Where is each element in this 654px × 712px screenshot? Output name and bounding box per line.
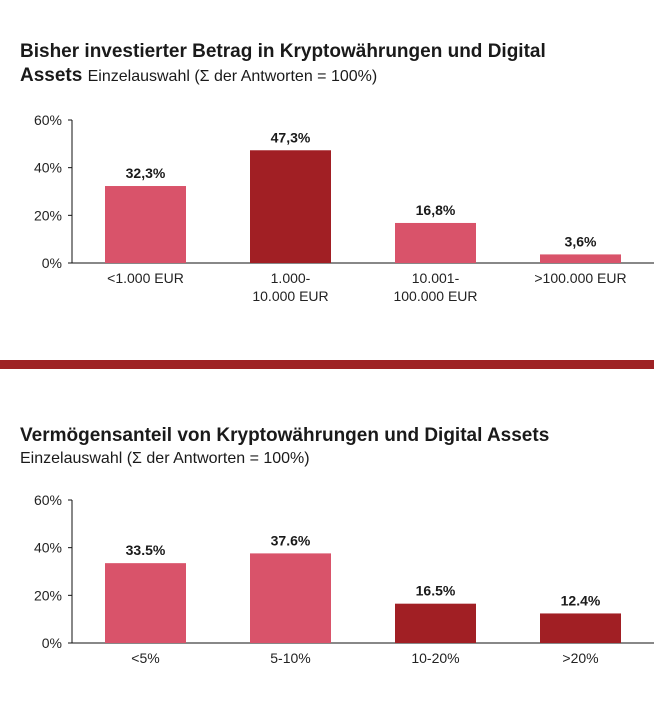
chart2-y-tick-label: 60%	[34, 492, 62, 508]
chart1-value-label: 32,3%	[126, 165, 166, 181]
chart1-category-label: >100.000 EUR	[534, 270, 626, 286]
chart1-value-label: 16,8%	[416, 202, 456, 218]
chart2-y-tick-label: 40%	[34, 540, 62, 556]
chart1-category-label: 10.000 EUR	[252, 288, 328, 304]
chart1-y-tick-label: 20%	[34, 207, 62, 223]
chart1-value-label: 3,6%	[565, 233, 597, 249]
chart1-bar	[540, 254, 621, 263]
chart2-category-label: 5-10%	[270, 650, 310, 666]
chart1-title-line2: Assets	[20, 65, 83, 86]
chart1-value-label: 47,3%	[271, 129, 311, 145]
chart1-y-tick-label: 40%	[34, 160, 62, 176]
chart2-category-label: <5%	[131, 650, 159, 666]
chart2-value-label: 33.5%	[126, 542, 166, 558]
chart2-value-label: 16.5%	[416, 583, 456, 599]
chart2-y-tick-label: 20%	[34, 587, 62, 603]
chart1-plot: 0% 20% 40% 60% 32,3% <1.000 EUR 47,3% 1.000- 10.…	[34, 112, 654, 304]
chart2-value-label: 37.6%	[271, 532, 311, 548]
chart1-bar	[105, 186, 186, 263]
chart1-category-label: <1.000 EUR	[107, 270, 184, 286]
chart1-y-tick-label: 0%	[42, 255, 62, 271]
chart1-title-line1: Bisher investierter Betrag in Kryptowähr…	[20, 41, 546, 62]
chart2-category-label: >20%	[562, 650, 598, 666]
chart1-bar	[395, 222, 476, 263]
chart2-category-label: 10-20%	[411, 650, 459, 666]
chart2-subtitle: Einzelauswahl (Σ der Antworten = 100%)	[20, 450, 310, 467]
chart1-category-label: 100.000 EUR	[393, 288, 477, 304]
chart2-value-label: 12.4%	[561, 592, 601, 608]
chart1-bar	[250, 150, 331, 263]
chart1-category-label: 1.000-	[271, 270, 311, 286]
chart1-category-label: 10.001-	[412, 270, 460, 286]
chart2-bar	[395, 603, 476, 643]
section-divider	[0, 360, 654, 369]
chart1-y-tick-label: 60%	[34, 112, 62, 128]
chart2-bar	[105, 563, 186, 643]
chart2-title: Vermögensanteil von Kryptowährungen und …	[20, 425, 550, 446]
chart2-y-tick-label: 0%	[42, 635, 62, 651]
chart1-subtitle: Einzelauswahl (Σ der Antworten = 100%)	[87, 68, 378, 85]
chart2-plot: 0% 20% 40% 60% 33.5% <5% 37.6% 5-10% 16.5% 10-20%…	[34, 492, 654, 666]
chart2-bar	[540, 613, 621, 643]
chart2-bar	[250, 553, 331, 643]
chart1-title: Bisher investierter Betrag in Kryptowähr…	[20, 40, 546, 89]
